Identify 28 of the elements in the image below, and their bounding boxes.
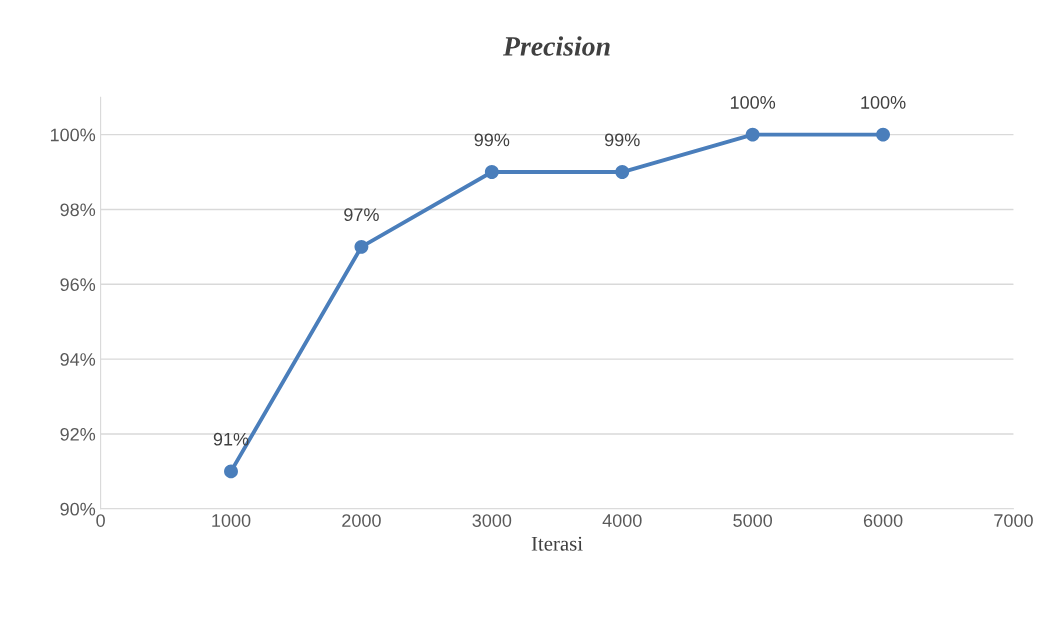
x-tick-label: 0 [96,514,105,527]
x-tick-label: 7000 [994,514,1033,527]
x-tick-label: 1000 [212,514,251,527]
point [745,127,760,142]
data-label: 91% [213,432,249,446]
x-tick-label: 4000 [602,514,642,527]
y-tick-label: 98% [60,203,96,217]
x-axis-title: Iterasi [531,536,583,551]
chart-title: Precision [503,36,610,56]
y-tick-label: 94% [60,353,96,366]
y-tick-label: 92% [60,427,96,441]
data-label: 97% [344,208,379,222]
point [876,127,890,142]
point [224,464,238,479]
y-tick-label: 100% [50,128,96,142]
x-tick-label: 6000 [863,514,903,527]
data-label: 99% [605,133,640,147]
point [484,165,499,179]
data-label: 100% [861,96,906,109]
x-tick-label: 3000 [472,514,512,527]
data-label: 99% [474,133,510,147]
point [615,165,630,179]
x-tick-label: 5000 [733,514,773,527]
y-tick-label: 96% [60,278,96,292]
x-tick-label: 2000 [342,514,381,527]
point [354,239,369,254]
data-label: 100% [730,96,776,109]
y-tick-label: 90% [60,502,96,516]
